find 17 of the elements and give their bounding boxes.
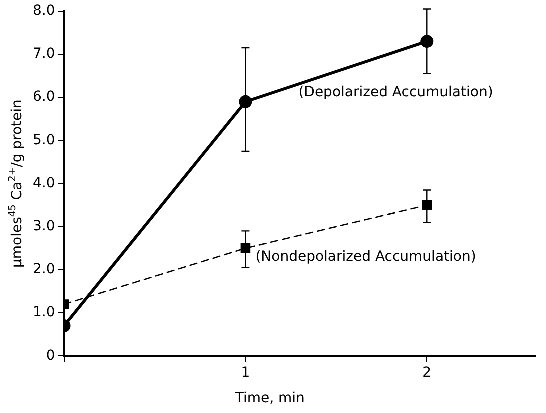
x-tick-label: 1 [241,365,250,382]
y-tick-label: 4.0 [33,175,56,192]
y-tick-label: 7.0 [33,46,56,62]
y-tick-label: 6.0 [33,89,56,106]
y-axis-title: μmoles45 Ca2+/g protein [8,100,26,268]
point [422,200,432,210]
y-tick-label: 0 [46,348,56,364]
y-tick-label: 3.0 [33,218,56,235]
y-tick-label: 5.0 [33,132,56,148]
x-axis-title: Time, min [234,390,305,407]
y-tick-label: 1.0 [33,304,56,321]
y-tick-label: 8.0 [33,3,56,20]
point [420,35,434,48]
series-label: (Depolarized Accumulation) [298,84,494,101]
y-tick-label: 2.0 [33,262,56,278]
x-tick-label: 2 [422,365,432,382]
series-label: (Nondepolarized Accumulation) [256,249,476,266]
